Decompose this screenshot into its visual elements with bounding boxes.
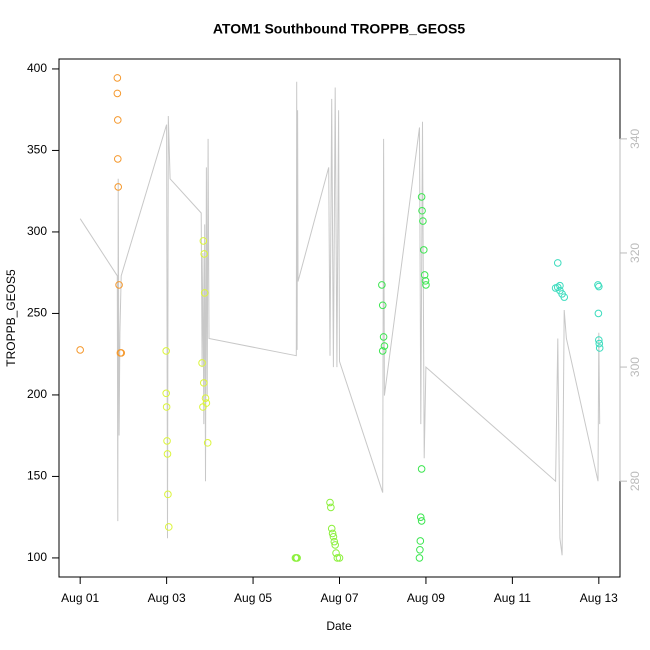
point bbox=[419, 217, 427, 225]
point bbox=[326, 498, 334, 507]
point bbox=[162, 403, 171, 411]
point bbox=[415, 554, 424, 562]
y-tick-label: 100 bbox=[27, 550, 47, 564]
point bbox=[113, 74, 122, 82]
point bbox=[416, 537, 425, 545]
point bbox=[200, 289, 209, 297]
point bbox=[199, 379, 208, 387]
x-tick-label: Aug 07 bbox=[320, 591, 358, 605]
x-tick-label: Aug 03 bbox=[148, 591, 186, 605]
point bbox=[76, 346, 84, 354]
point bbox=[378, 301, 387, 310]
point bbox=[200, 250, 209, 258]
point bbox=[417, 465, 426, 473]
y2-tick-label: 300 bbox=[628, 357, 642, 377]
point bbox=[117, 349, 126, 357]
point bbox=[164, 523, 173, 531]
point bbox=[115, 281, 123, 289]
point bbox=[335, 554, 344, 562]
point bbox=[595, 339, 604, 348]
point bbox=[293, 554, 301, 562]
y2-line bbox=[79, 81, 601, 556]
point bbox=[416, 545, 424, 554]
point bbox=[113, 116, 122, 124]
point bbox=[553, 283, 562, 292]
point bbox=[327, 503, 335, 512]
point bbox=[162, 347, 170, 355]
x-tick-label: Aug 01 bbox=[61, 591, 99, 605]
point bbox=[595, 336, 603, 344]
y-tick-label: 200 bbox=[27, 387, 47, 401]
point bbox=[198, 359, 206, 367]
point bbox=[560, 293, 569, 301]
point bbox=[329, 532, 338, 541]
point bbox=[333, 554, 342, 562]
point bbox=[594, 281, 602, 289]
point bbox=[203, 439, 212, 447]
point bbox=[417, 193, 426, 201]
y-tick-label: 350 bbox=[27, 143, 47, 157]
y-axis-label: TROPPB_GEOS5 bbox=[4, 269, 18, 367]
point bbox=[114, 183, 123, 191]
point bbox=[162, 389, 170, 398]
point bbox=[416, 513, 425, 521]
point bbox=[327, 524, 336, 533]
chart-title: ATOM1 Southbound TROPPB_GEOS5 bbox=[213, 21, 465, 37]
point bbox=[199, 237, 208, 245]
point bbox=[556, 281, 564, 290]
point bbox=[379, 333, 388, 341]
point bbox=[331, 541, 339, 549]
point bbox=[328, 529, 337, 538]
point bbox=[380, 342, 389, 350]
point bbox=[163, 437, 171, 445]
y2-tick-label: 340 bbox=[628, 129, 642, 149]
point bbox=[113, 155, 122, 163]
point bbox=[595, 344, 604, 352]
x-tick-label: Aug 05 bbox=[234, 591, 272, 605]
point bbox=[163, 450, 172, 458]
x-tick-label: Aug 11 bbox=[494, 591, 531, 605]
point bbox=[420, 271, 429, 279]
point bbox=[595, 282, 603, 291]
x-axis-label: Date bbox=[326, 619, 352, 633]
point bbox=[330, 537, 339, 546]
point bbox=[113, 89, 122, 98]
y-tick-label: 250 bbox=[27, 306, 47, 320]
x-tick-label: Aug 13 bbox=[580, 591, 618, 605]
y2-tick-label: 320 bbox=[628, 243, 642, 263]
point bbox=[594, 309, 603, 318]
y2-tick-label: 280 bbox=[628, 471, 642, 491]
y-tick-label: 150 bbox=[27, 469, 47, 483]
x-tick-label: Aug 09 bbox=[407, 591, 445, 605]
point bbox=[164, 490, 172, 499]
point bbox=[378, 347, 387, 355]
point bbox=[417, 517, 426, 525]
point bbox=[422, 281, 430, 289]
point bbox=[553, 259, 562, 267]
point bbox=[199, 403, 207, 411]
point bbox=[419, 246, 428, 254]
point bbox=[378, 281, 386, 289]
y-tick-label: 400 bbox=[27, 61, 47, 75]
point bbox=[332, 549, 340, 557]
point bbox=[421, 277, 430, 285]
point bbox=[418, 206, 426, 215]
y-tick-label: 300 bbox=[27, 224, 47, 238]
point bbox=[201, 394, 210, 402]
